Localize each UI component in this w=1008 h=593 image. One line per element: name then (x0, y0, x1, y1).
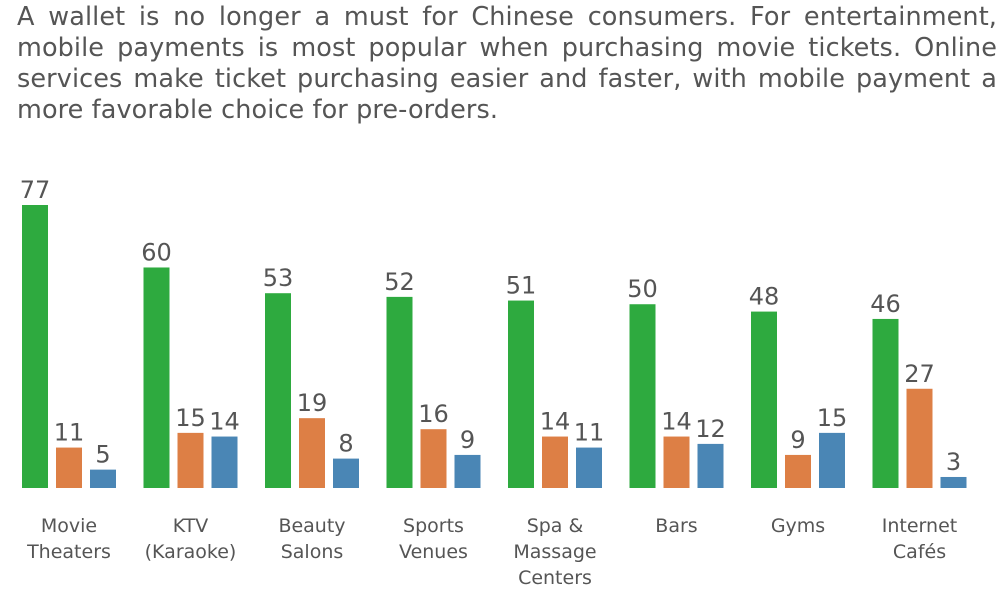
bar-series3-cat8 (940, 476, 967, 488)
value-label-series1-cat7: 48 (749, 283, 780, 311)
category-label-8: Internet Cafés (882, 515, 957, 563)
bar-series3-cat2 (211, 436, 238, 488)
value-label-series1-cat1: 77 (20, 176, 51, 204)
value-label-series3-cat3: 8 (338, 430, 353, 458)
bar-series3-cat1 (90, 469, 116, 488)
category-label-line: Salons (281, 541, 344, 563)
value-label-series1-cat4: 52 (384, 268, 415, 296)
bar-series2-cat2 (177, 432, 204, 488)
category-label-line: Internet (882, 515, 957, 537)
category-label-line: Sports (403, 515, 464, 537)
value-label-series3-cat7: 15 (817, 404, 848, 432)
value-label-series3-cat4: 9 (460, 426, 475, 454)
bar-series1-cat5 (508, 300, 534, 488)
category-label-2: KTV (Karaoke) (145, 515, 237, 563)
value-label-series3-cat8: 3 (946, 448, 961, 476)
bar-series2-cat4 (420, 429, 447, 488)
value-label-series2-cat2: 15 (175, 404, 206, 432)
category-label-6: Bars (655, 515, 697, 537)
value-label-series3-cat1: 5 (95, 441, 110, 469)
intro-paragraph: A wallet is no longer a must for Chinese… (17, 2, 997, 125)
bar-series1-cat2 (143, 267, 170, 488)
category-label-line: Spa & (527, 515, 584, 537)
bar-series1-cat6 (629, 304, 656, 488)
value-label-series3-cat6: 12 (695, 415, 726, 443)
category-label-line: Gyms (771, 515, 825, 537)
value-label-series2-cat6: 14 (661, 408, 692, 436)
bars-group (22, 205, 967, 488)
value-label-series3-cat2: 14 (209, 408, 240, 436)
category-label-7: Gyms (771, 515, 825, 537)
bar-series1-cat3 (265, 293, 291, 488)
value-label-series2-cat8: 27 (904, 360, 935, 388)
value-label-series1-cat6: 50 (627, 275, 658, 303)
category-label-line: Cafés (893, 541, 946, 563)
category-label-line: Venues (399, 541, 468, 563)
category-label-line: Beauty (278, 515, 345, 537)
category-label-line: Massage (513, 541, 596, 563)
value-label-series2-cat4: 16 (418, 400, 449, 428)
bar-series3-cat5 (576, 447, 602, 488)
bar-series1-cat8 (872, 318, 899, 488)
value-label-series2-cat7: 9 (790, 426, 805, 454)
bar-series2-cat5 (542, 436, 568, 488)
value-label-series2-cat5: 14 (540, 408, 571, 436)
category-label-line: KTV (173, 515, 209, 537)
value-label-series1-cat2: 60 (141, 238, 172, 266)
bar-series3-cat7 (819, 432, 845, 488)
value-label-series2-cat3: 19 (297, 389, 328, 417)
bar-series1-cat7 (751, 311, 777, 488)
category-label-line: Theaters (26, 541, 111, 563)
bar-series2-cat7 (785, 454, 811, 488)
bar-series3-cat3 (333, 458, 359, 488)
bar-series3-cat4 (454, 454, 481, 488)
category-label-line: (Karaoke) (145, 541, 237, 563)
category-labels-group: Movie Theaters KTV (Karaoke) Beauty Salons Spo… (26, 515, 957, 589)
bar-series2-cat1 (56, 447, 82, 488)
bar-series1-cat1 (22, 205, 48, 488)
bar-series3-cat6 (697, 443, 724, 488)
bar-series2-cat3 (299, 418, 325, 488)
category-label-line: Movie (41, 515, 97, 537)
category-label-1: Movie Theaters (26, 515, 111, 563)
category-label-line: Bars (655, 515, 697, 537)
value-label-series3-cat5: 11 (574, 419, 605, 447)
value-label-series1-cat3: 53 (263, 264, 294, 292)
bar-series1-cat4 (386, 296, 413, 488)
category-label-4: Sports Venues (399, 515, 468, 563)
bar-series2-cat8 (906, 388, 933, 488)
value-label-series2-cat1: 11 (54, 419, 85, 447)
value-label-series1-cat5: 51 (506, 272, 537, 300)
category-label-5: Spa & Massage Centers (513, 515, 596, 589)
category-label-3: Beauty Salons (278, 515, 345, 563)
category-label-line: Centers (518, 567, 592, 589)
value-label-series1-cat8: 46 (870, 290, 901, 318)
bar-series2-cat6 (663, 436, 690, 488)
